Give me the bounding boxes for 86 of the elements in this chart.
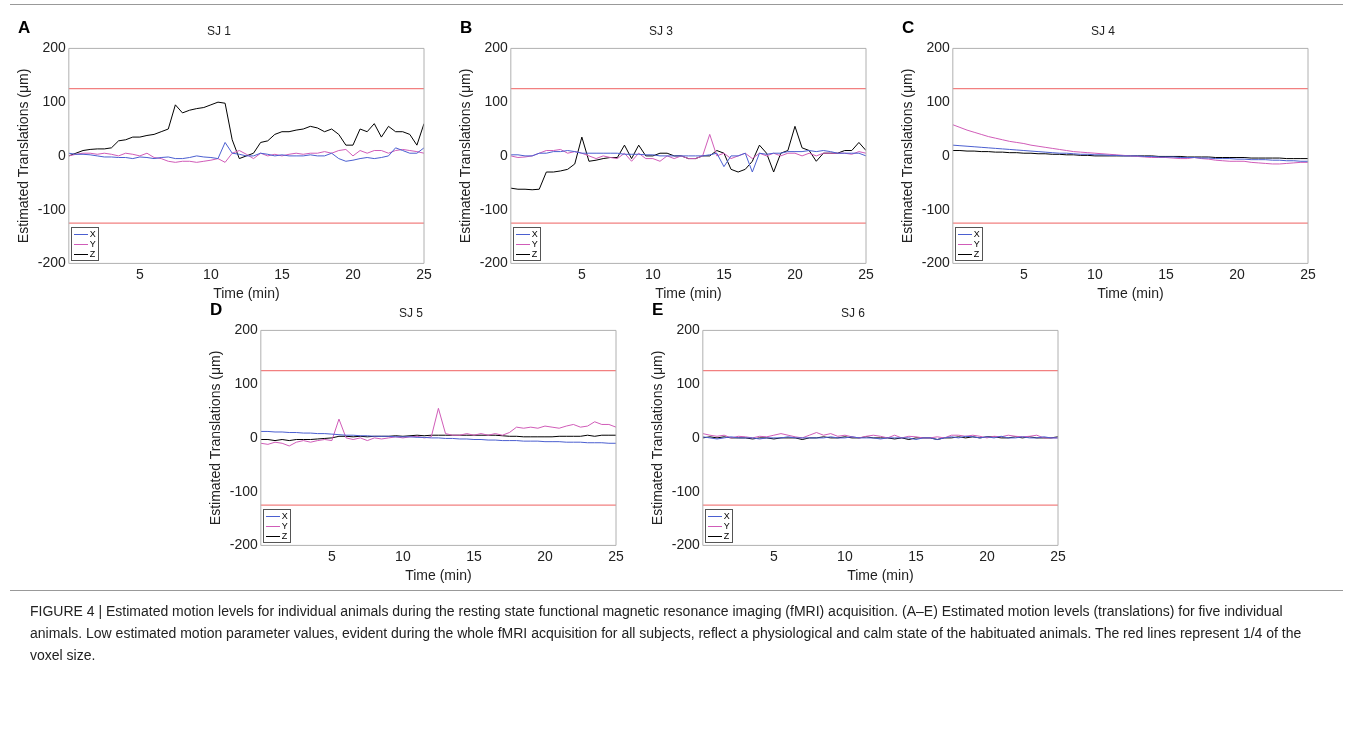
- x-tick-label: 10: [837, 547, 853, 564]
- x-axis-title: Time (min): [655, 285, 722, 302]
- y-tick-label: 0: [250, 428, 259, 445]
- chart-title: SJ 1: [206, 23, 232, 38]
- y-tick-label: 0: [692, 428, 701, 445]
- x-tick-label: 5: [1019, 265, 1028, 282]
- x-tick-label: 20: [979, 547, 995, 564]
- caption: FIGURE 4 | Estimated motion levels for individual animals during the resting state functional magnetic resonance imaging (fMRI) acquisition. (A–E) Estimated motion levels (translations) for five individual animals. Low estimated motion parameter values, evident during the whole fMRI acquisition for all subjects, reflect a physiological and calm state of the habituated animals. The red lines represent 1/4 of the voxel size.: [30, 602, 1303, 665]
- x-tick-label: 10: [395, 547, 411, 564]
- legend-label: Z: [723, 531, 730, 542]
- y-axis-title: Estimated Translations (μm): [207, 350, 224, 526]
- x-axis-title: Time (min): [1097, 285, 1164, 302]
- x-tick-label: 15: [274, 265, 290, 282]
- text: D: [210, 300, 223, 320]
- y-tick-label: -200: [921, 254, 951, 271]
- x-tick-label: 15: [466, 547, 482, 564]
- y-tick-label: -200: [671, 536, 701, 553]
- y-tick-label: 100: [42, 93, 67, 110]
- x-tick-label: 5: [577, 265, 586, 282]
- y-tick-label: 200: [234, 321, 259, 338]
- x-axis-title: Time (min): [213, 285, 280, 302]
- legend-label: Y: [723, 521, 730, 532]
- legend-label: Y: [973, 239, 980, 250]
- legend-label: X: [89, 229, 96, 240]
- legend-label: Y: [281, 521, 288, 532]
- y-tick-label: 0: [58, 146, 67, 163]
- x-tick-label: 15: [908, 547, 924, 564]
- legend-label: X: [973, 229, 980, 240]
- legend-label: Z: [281, 531, 288, 542]
- x-tick-label: 5: [135, 265, 144, 282]
- y-tick-label: -100: [921, 200, 951, 217]
- x-axis-title: Time (min): [405, 567, 472, 584]
- y-tick-label: 100: [926, 93, 951, 110]
- text: C: [902, 18, 915, 38]
- y-tick-label: -200: [37, 254, 67, 271]
- y-tick-label: -100: [37, 200, 67, 217]
- x-tick-label: 10: [1087, 265, 1103, 282]
- y-tick-label: 0: [942, 146, 951, 163]
- x-tick-label: 5: [769, 547, 778, 564]
- x-tick-label: 20: [1229, 265, 1245, 282]
- y-tick-label: -100: [229, 482, 259, 499]
- y-tick-label: 200: [42, 39, 67, 56]
- x-tick-label: 20: [537, 547, 553, 564]
- x-tick-label: 15: [716, 265, 732, 282]
- legend-label: Y: [89, 239, 96, 250]
- y-tick-label: -100: [479, 200, 509, 217]
- y-tick-label: 200: [484, 39, 509, 56]
- x-tick-label: 15: [1158, 265, 1174, 282]
- x-tick-label: 20: [345, 265, 361, 282]
- chart-title: SJ 6: [840, 305, 866, 320]
- legend-label: Z: [531, 249, 538, 260]
- text: A: [18, 18, 31, 38]
- legend-label: Y: [531, 239, 538, 250]
- text: B: [460, 18, 473, 38]
- y-tick-label: 0: [500, 146, 509, 163]
- y-axis-title: Estimated Translations (μm): [15, 68, 32, 244]
- y-axis-title: Estimated Translations (μm): [457, 68, 474, 244]
- y-tick-label: 200: [926, 39, 951, 56]
- x-tick-label: 25: [608, 547, 624, 564]
- chart-title: SJ 5: [398, 305, 424, 320]
- chart-title: SJ 3: [648, 23, 674, 38]
- legend-label: X: [723, 511, 730, 522]
- x-axis-title: Time (min): [847, 567, 914, 584]
- legend-label: Z: [89, 249, 96, 260]
- y-tick-label: 100: [676, 375, 701, 392]
- y-tick-label: -200: [229, 536, 259, 553]
- y-axis-title: Estimated Translations (μm): [649, 350, 666, 526]
- legend-label: X: [531, 229, 538, 240]
- x-tick-label: 25: [858, 265, 874, 282]
- x-tick-label: 10: [203, 265, 219, 282]
- legend-label: X: [281, 511, 288, 522]
- x-tick-label: 5: [327, 547, 336, 564]
- x-tick-label: 10: [645, 265, 661, 282]
- y-tick-label: -200: [479, 254, 509, 271]
- y-tick-label: 100: [234, 375, 259, 392]
- x-tick-label: 20: [787, 265, 803, 282]
- y-axis-title: Estimated Translations (μm): [899, 68, 916, 244]
- x-tick-label: 25: [1050, 547, 1066, 564]
- x-tick-label: 25: [416, 265, 432, 282]
- y-tick-label: 100: [484, 93, 509, 110]
- y-tick-label: -100: [671, 482, 701, 499]
- text: E: [652, 300, 664, 320]
- y-tick-label: 200: [676, 321, 701, 338]
- x-tick-label: 25: [1300, 265, 1316, 282]
- chart-title: SJ 4: [1090, 23, 1116, 38]
- legend-label: Z: [973, 249, 980, 260]
